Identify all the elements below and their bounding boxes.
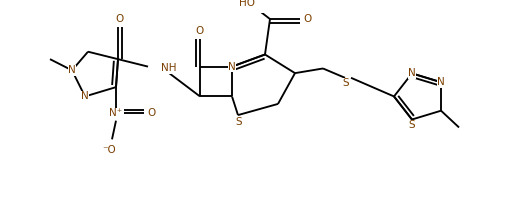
Text: S: S [409,120,416,130]
Text: O: O [116,14,124,24]
Text: N⁺: N⁺ [110,108,123,118]
Text: N: N [437,77,445,87]
Text: N: N [81,92,89,101]
Text: O: O [304,14,312,24]
Text: O: O [148,108,156,118]
Text: O: O [196,26,204,36]
Text: N: N [228,62,236,72]
Text: HO: HO [239,0,255,8]
Text: N: N [68,65,76,75]
Text: ⁻O: ⁻O [102,145,116,155]
Text: S: S [236,117,242,127]
Text: NH: NH [161,63,176,73]
Text: S: S [342,78,349,88]
Text: N: N [408,68,416,78]
